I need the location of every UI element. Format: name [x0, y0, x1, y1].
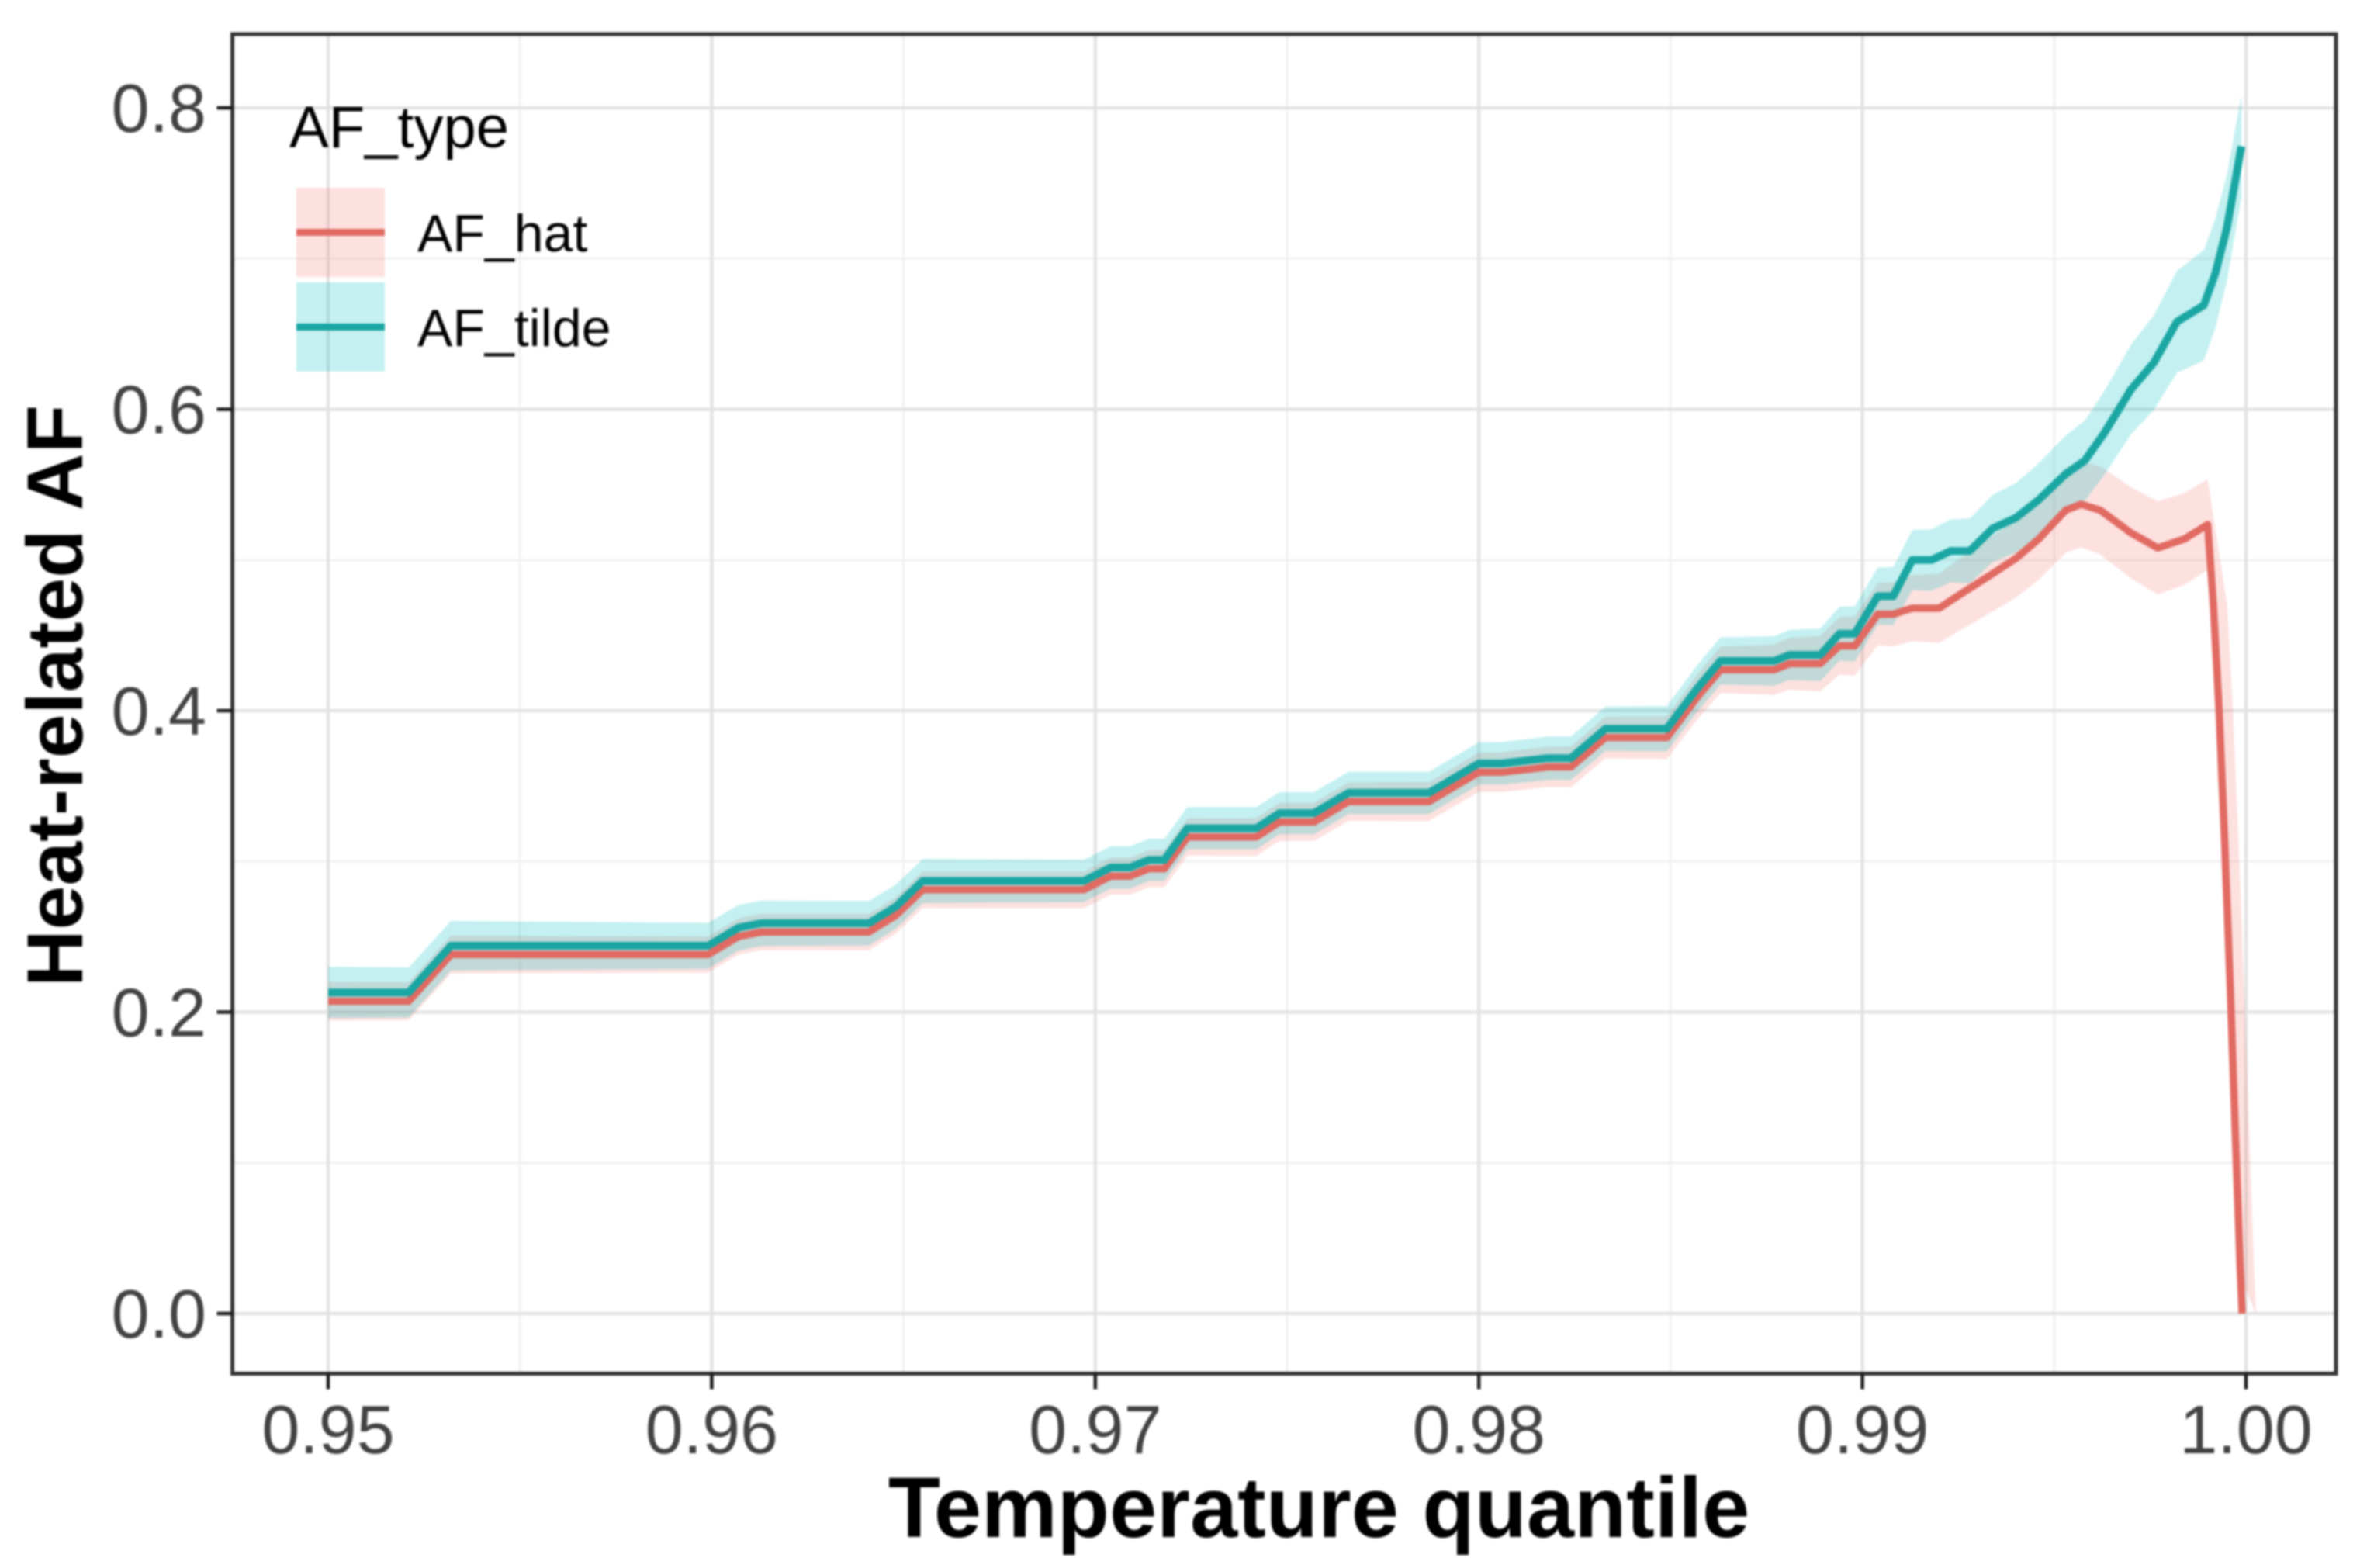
svg-text:0.97: 0.97 — [1029, 1391, 1161, 1468]
svg-text:0.0: 0.0 — [112, 1276, 206, 1352]
svg-text:0.4: 0.4 — [112, 673, 206, 749]
svg-text:AF_type: AF_type — [289, 95, 509, 161]
svg-text:0.96: 0.96 — [645, 1391, 778, 1468]
svg-text:AF_hat: AF_hat — [417, 204, 587, 263]
svg-text:0.8: 0.8 — [112, 70, 206, 147]
svg-text:0.95: 0.95 — [261, 1391, 394, 1468]
svg-text:Temperature quantile: Temperature quantile — [888, 1460, 1749, 1556]
svg-text:AF_tilde: AF_tilde — [417, 299, 611, 358]
svg-text:0.98: 0.98 — [1413, 1391, 1545, 1468]
svg-text:0.6: 0.6 — [112, 372, 206, 448]
svg-text:0.99: 0.99 — [1796, 1391, 1929, 1468]
svg-text:Heat-related AF: Heat-related AF — [11, 405, 99, 987]
svg-text:1.00: 1.00 — [2179, 1391, 2312, 1468]
svg-text:0.2: 0.2 — [112, 974, 206, 1051]
